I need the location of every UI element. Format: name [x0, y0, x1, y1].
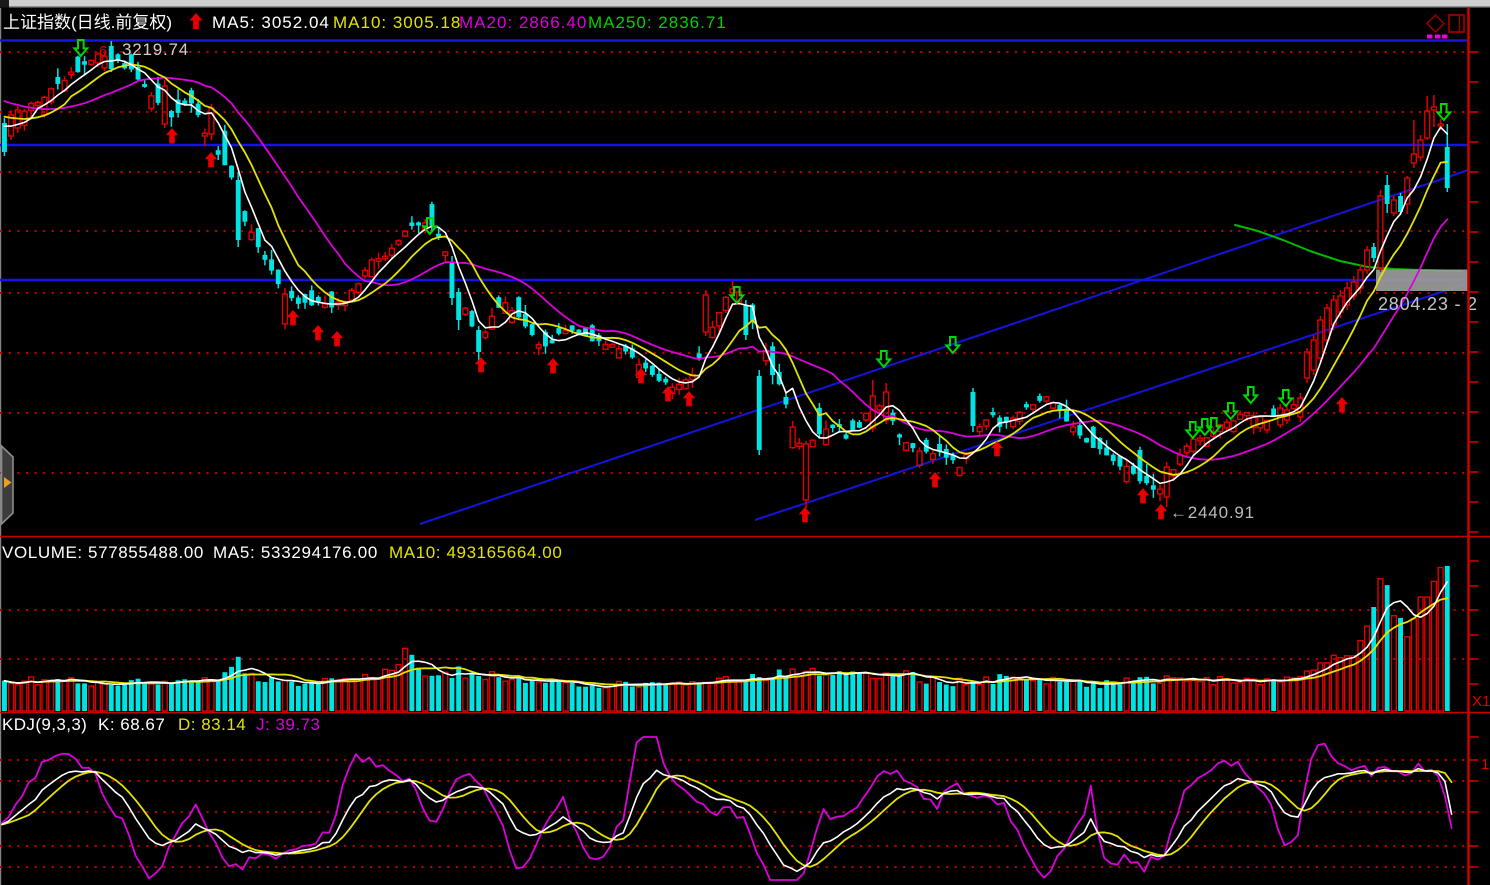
svg-text:MA10: 3005.18: MA10: 3005.18 [333, 13, 461, 32]
svg-text:VOLUME: 577855488.00: VOLUME: 577855488.00 [2, 543, 204, 562]
svg-text:MA5: 533294176.00: MA5: 533294176.00 [213, 543, 378, 562]
svg-text:MA20: 2866.40: MA20: 2866.40 [459, 13, 587, 32]
svg-text:2804.23 - 2: 2804.23 - 2 [1378, 294, 1478, 314]
svg-text:10: 10 [1481, 756, 1490, 773]
svg-text:MA10: 493165664.00: MA10: 493165664.00 [389, 543, 562, 562]
svg-text:J: 39.73: J: 39.73 [256, 715, 321, 734]
svg-text:K: 68.67: K: 68.67 [98, 715, 165, 734]
svg-text:KDJ(9,3,3): KDJ(9,3,3) [2, 715, 87, 734]
svg-text:X1: X1 [1472, 693, 1490, 710]
svg-text:←2440.91: ←2440.91 [1170, 503, 1255, 522]
svg-text:D: 83.14: D: 83.14 [178, 715, 246, 734]
svg-text:MA5: 3052.04: MA5: 3052.04 [212, 13, 330, 32]
svg-text:6: 6 [99, 43, 107, 60]
svg-text:上证指数(日线.前复权): 上证指数(日线.前复权) [3, 13, 172, 32]
svg-text:3219.74: 3219.74 [122, 40, 189, 59]
svg-text:MA250: 2836.71: MA250: 2836.71 [588, 13, 727, 32]
